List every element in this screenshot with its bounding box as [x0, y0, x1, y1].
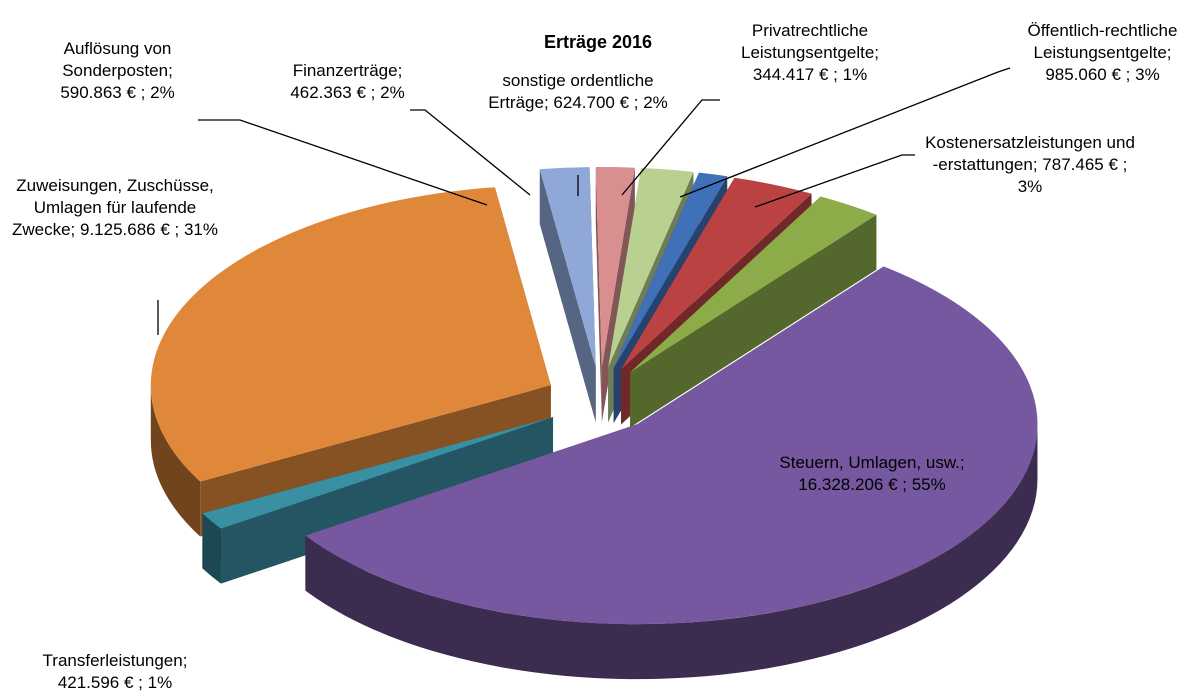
leader-line: [621, 99, 720, 196]
slice: [539, 167, 596, 423]
label-value: 590.863 € ; 2%: [60, 83, 175, 102]
label-value: 9.125.686 € ; 31%: [80, 220, 219, 239]
label-category: Auflösung von Sonderposten;: [62, 39, 173, 80]
label-value: 787.465 € ; 3%: [1017, 155, 1128, 196]
slice-top: [608, 168, 694, 368]
data-label: Steuern, Umlagen, usw.; 16.328.206 € ; 5…: [772, 452, 972, 496]
data-label: Transferleistungen; 421.596 € ; 1%: [20, 650, 210, 694]
slice-side: [595, 167, 602, 423]
slice: [305, 266, 1038, 680]
label-value: 624.700 € ; 2%: [553, 93, 668, 112]
data-label: Privatrechtliche Leistungsentgelte; 344.…: [715, 20, 905, 86]
slice-side: [630, 214, 877, 428]
leader-lines: [157, 67, 1011, 335]
data-label: Kostenersatzleistungen und -erstattungen…: [920, 132, 1140, 198]
slice-top: [150, 187, 551, 482]
label-value: 421.596 € ; 1%: [57, 673, 173, 692]
chart-title: Erträge 2016: [543, 32, 653, 52]
data-label: Öffentlich-rechtliche Leistungsentgelte;…: [1005, 20, 1200, 86]
label-category: Finanzerträge;: [292, 61, 403, 80]
label-value: 16.328.206 € ; 55%: [798, 475, 946, 494]
slices: [150, 167, 1038, 680]
label-category: Transferleistungen;: [42, 651, 188, 670]
slice-top: [621, 177, 812, 370]
data-label: Auflösung von Sonderposten; 590.863 € ; …: [55, 38, 180, 104]
slice-wall: [150, 385, 201, 537]
slice-wall: [305, 424, 1038, 680]
label-category: Öffentlich-rechtliche Leistungsentgelte;: [1027, 21, 1178, 62]
slice-side: [539, 169, 596, 423]
slice-top: [202, 417, 554, 529]
slice-top: [613, 172, 728, 369]
label-category: Kostenersatzleistungen und -erstattungen…: [925, 133, 1135, 174]
label-value: 985.060 € ; 3%: [1045, 65, 1160, 84]
label-category: Privatrechtliche Leistungsentgelte;: [741, 21, 879, 62]
slice-top: [595, 167, 635, 368]
leader-line: [198, 119, 488, 206]
data-label: Zuweisungen, Zuschüsse, Umlagen für lauf…: [10, 175, 220, 241]
label-category: Zuweisungen, Zuschüsse, Umlagen für lauf…: [11, 176, 214, 239]
leader-line: [679, 67, 1011, 198]
slice-top: [305, 266, 1038, 625]
data-label: Finanzerträge; 462.363 € ; 2%: [290, 60, 405, 104]
slice-wall: [202, 513, 221, 584]
leader-line: [410, 109, 531, 196]
slice-top: [630, 196, 877, 373]
label-value: 462.363 € ; 2%: [290, 83, 405, 102]
data-label: sonstige ordentliche Erträge; 624.700 € …: [478, 70, 678, 114]
leader-line: [754, 154, 915, 208]
slice: [202, 417, 554, 584]
label-category: Steuern, Umlagen, usw.;: [779, 453, 965, 472]
slice: [630, 196, 877, 428]
slice-top: [539, 167, 596, 368]
label-category: sonstige ordentliche Erträge;: [488, 71, 654, 112]
label-value: 344.417 € ; 1%: [752, 65, 868, 84]
slice-side: [202, 417, 554, 569]
